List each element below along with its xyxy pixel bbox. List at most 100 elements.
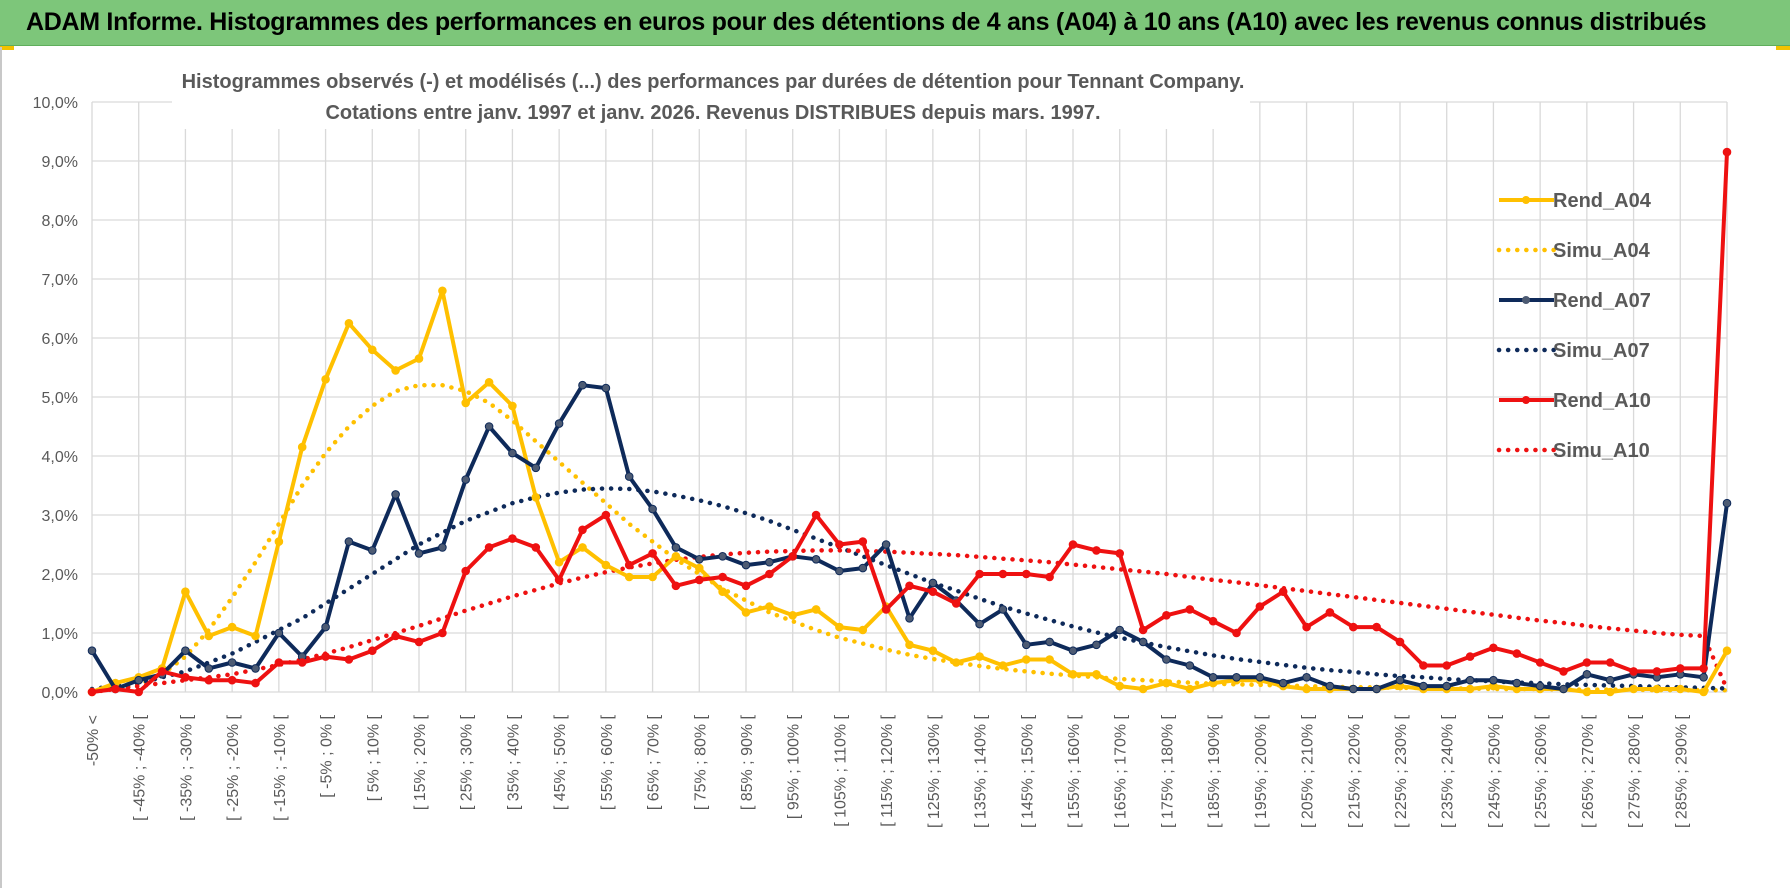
data-point xyxy=(1092,546,1101,555)
data-point xyxy=(1068,540,1078,549)
data-point xyxy=(718,587,727,597)
data-point xyxy=(1535,681,1545,691)
x-tick-label: [ 95% ; 100% [ xyxy=(786,714,803,819)
data-point xyxy=(438,543,447,552)
data-point xyxy=(624,560,634,570)
data-point xyxy=(998,661,1008,670)
data-point xyxy=(87,646,97,656)
x-tick-label: [ -35% ; -30% [ xyxy=(178,714,195,820)
data-point xyxy=(414,637,424,647)
data-point xyxy=(624,472,634,481)
x-tick-label: [ 175% ; 180% [ xyxy=(1159,714,1176,828)
legend-marker xyxy=(1522,296,1530,304)
data-point xyxy=(695,563,704,573)
data-point xyxy=(1699,673,1708,682)
data-point xyxy=(858,625,868,635)
data-point xyxy=(1605,687,1615,697)
data-point xyxy=(975,569,984,579)
x-axis-ticks: -50% < [ -45% ; -40% [[ -35% ; -30% [[ -2… xyxy=(85,714,1690,828)
data-point xyxy=(1419,661,1428,670)
x-tick-label: [ 55% ; 60% [ xyxy=(599,714,616,810)
data-point xyxy=(181,587,190,597)
data-point xyxy=(368,546,377,555)
data-point xyxy=(1489,643,1498,653)
grid xyxy=(91,101,1728,693)
legend-label: Rend_A07 xyxy=(1553,290,1651,312)
data-point xyxy=(461,566,471,576)
data-point xyxy=(718,572,727,582)
data-point xyxy=(461,398,471,408)
data-point xyxy=(251,631,260,641)
data-point xyxy=(1419,681,1428,691)
data-point xyxy=(1045,572,1054,582)
data-point xyxy=(227,622,237,632)
data-point xyxy=(531,493,541,502)
data-point xyxy=(1232,673,1241,682)
data-point xyxy=(1442,681,1451,691)
legend-marker xyxy=(1522,196,1530,204)
data-point xyxy=(1535,658,1545,667)
data-point xyxy=(251,664,260,673)
data-point xyxy=(835,566,844,576)
data-point xyxy=(508,401,517,411)
data-point xyxy=(1442,661,1451,670)
data-point xyxy=(157,667,167,676)
data-point xyxy=(905,614,914,623)
x-tick-label: [ 265% ; 270% [ xyxy=(1580,714,1597,828)
x-tick-label: [ -15% ; -10% [ xyxy=(272,714,289,820)
data-point xyxy=(928,587,938,597)
data-point xyxy=(1115,549,1124,558)
data-point xyxy=(905,581,914,591)
x-tick-label: [ 235% ; 240% [ xyxy=(1440,714,1457,828)
data-point xyxy=(1115,625,1124,635)
data-point xyxy=(297,442,307,452)
data-point xyxy=(1045,655,1054,664)
data-point xyxy=(1255,673,1265,682)
data-point xyxy=(1022,569,1031,579)
data-point xyxy=(414,549,424,558)
data-point xyxy=(765,557,774,567)
legend-item-Rend_A10: Rend_A10 xyxy=(1499,390,1651,412)
y-tick-label: 6,0% xyxy=(42,331,78,348)
data-point xyxy=(1652,684,1662,694)
data-point xyxy=(1605,675,1615,685)
data-point xyxy=(835,540,844,549)
data-point xyxy=(251,678,260,688)
data-point xyxy=(461,475,471,484)
x-tick-label: [ -45% ; -40% [ xyxy=(132,714,149,820)
x-tick-label: [ 165% ; 170% [ xyxy=(1113,714,1130,828)
series-lines xyxy=(87,147,1732,697)
data-point xyxy=(1138,684,1148,694)
legend-label: Simu_A07 xyxy=(1553,340,1650,362)
data-point xyxy=(741,560,751,570)
data-point xyxy=(1722,147,1732,157)
data-point xyxy=(578,525,587,535)
data-point xyxy=(951,658,961,667)
chart-title-background xyxy=(172,61,1250,129)
data-point xyxy=(227,675,237,685)
histogram-chart: 0,0% 1,0% 2,0% 3,0% 4,0% 5,0% 6,0% 7,0% 8,0% 9,0%… xyxy=(33,61,1732,828)
legend-label: Rend_A10 xyxy=(1553,390,1651,412)
x-tick-label: [ -25% ; -20% [ xyxy=(225,714,242,820)
data-point xyxy=(391,631,400,641)
data-point xyxy=(1349,684,1358,694)
x-tick-label: [ 15% ; 20% [ xyxy=(412,714,429,810)
data-point xyxy=(1022,655,1031,664)
data-point xyxy=(1302,684,1311,694)
x-tick-label: [ 205% ; 210% [ xyxy=(1300,714,1317,828)
data-point xyxy=(648,504,657,514)
data-point xyxy=(531,543,541,552)
data-point xyxy=(1138,637,1148,647)
data-point xyxy=(671,581,681,591)
data-point xyxy=(1162,655,1171,664)
legend-item-Simu_A10: Simu_A10 xyxy=(1496,440,1650,462)
x-tick-label: [ 255% ; 260% [ xyxy=(1533,714,1550,828)
data-point xyxy=(1045,637,1054,647)
x-tick-label: [ -5% ; 0% [ xyxy=(319,714,336,797)
data-point xyxy=(274,658,284,667)
data-point xyxy=(134,675,143,685)
x-tick-label: [ 215% ; 220% [ xyxy=(1346,714,1363,828)
data-point xyxy=(321,375,330,384)
data-point xyxy=(1582,687,1592,697)
data-point xyxy=(1138,625,1148,635)
